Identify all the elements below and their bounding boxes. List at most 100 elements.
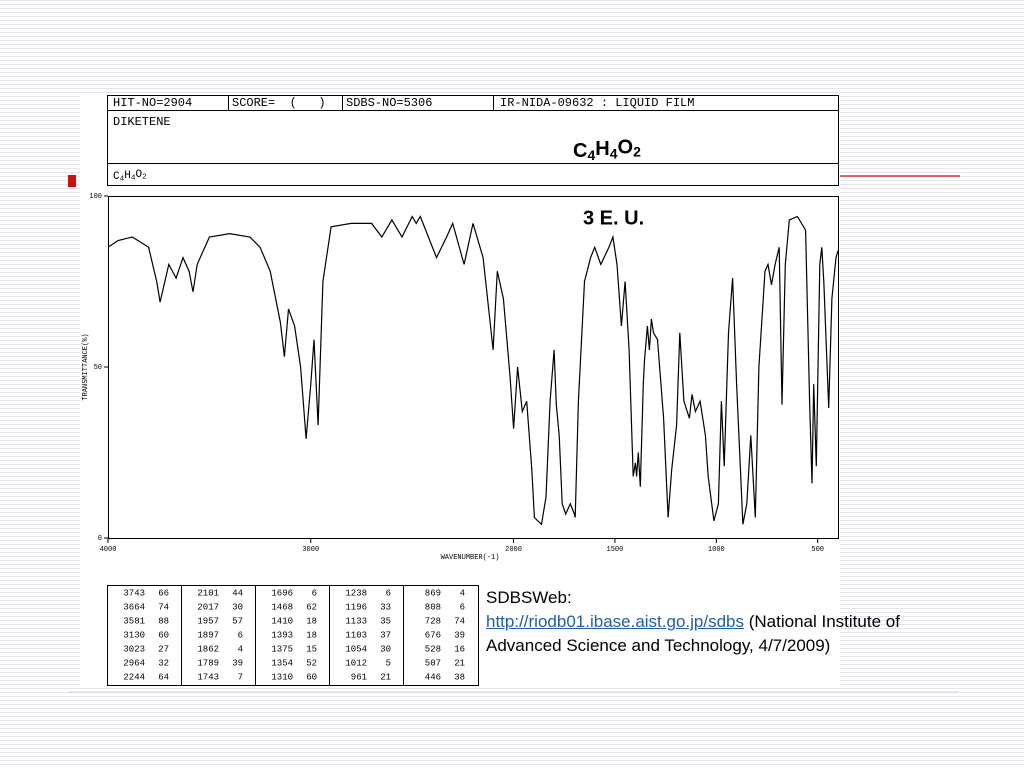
peak-transmittance: 62	[306, 602, 317, 612]
y-tick-label: 100	[89, 193, 102, 201]
table-frame	[107, 585, 479, 686]
peak-transmittance: 18	[306, 630, 317, 640]
peak-transmittance: 4	[238, 644, 243, 654]
hit-no: HIT-NO=2904	[113, 96, 192, 110]
peak-wavenumber: 869	[425, 588, 441, 598]
peak-wavenumber: 3581	[123, 616, 145, 626]
peak-transmittance: 4	[460, 588, 465, 598]
peak-transmittance: 5	[386, 658, 391, 668]
spectrum-line	[107, 215, 839, 526]
peak-wavenumber: 1354	[271, 658, 293, 668]
peak-wavenumber: 2964	[123, 658, 145, 668]
y-tick-label: 50	[94, 364, 102, 372]
y-axis-label: TRANSMITTANCE(%)	[82, 333, 90, 400]
peak-transmittance: 64	[158, 672, 169, 682]
peak-transmittance: 21	[454, 658, 465, 668]
x-tick-label: 500	[811, 546, 824, 554]
peak-transmittance: 74	[158, 602, 169, 612]
peak-wavenumber: 1054	[345, 644, 367, 654]
peak-transmittance: 27	[158, 644, 169, 654]
peak-wavenumber: 446	[425, 672, 441, 682]
peak-wavenumber: 1375	[271, 644, 293, 654]
peak-wavenumber: 808	[425, 602, 441, 612]
peak-wavenumber: 528	[425, 644, 441, 654]
peak-transmittance: 16	[454, 644, 465, 654]
score: SCORE= ( )	[232, 96, 326, 110]
header-formula: C4H4O2	[113, 169, 147, 183]
peak-transmittance: 30	[232, 602, 243, 612]
peak-transmittance: 6	[460, 602, 465, 612]
peak-wavenumber: 2017	[197, 602, 219, 612]
peak-wavenumber: 2101	[197, 588, 219, 598]
bullet	[68, 175, 76, 187]
peak-transmittance: 33	[380, 602, 391, 612]
peak-transmittance: 35	[380, 616, 391, 626]
peak-transmittance: 6	[238, 630, 243, 640]
peak-wavenumber: 1696	[271, 588, 293, 598]
peak-wavenumber: 1238	[345, 588, 367, 598]
peak-transmittance: 7	[238, 672, 243, 682]
peak-transmittance: 18	[306, 616, 317, 626]
plot-frame	[108, 196, 839, 539]
citation-link[interactable]: http://riodb01.ibase.aist.go.jp/sdbs	[486, 612, 744, 631]
peak-transmittance: 44	[232, 588, 243, 598]
unsaturation: 3 E. U.	[583, 207, 644, 229]
peak-transmittance: 60	[306, 672, 317, 682]
peak-wavenumber: 1468	[271, 602, 293, 612]
peak-wavenumber: 507	[425, 658, 441, 668]
peak-transmittance: 30	[380, 644, 391, 654]
peak-transmittance: 52	[306, 658, 317, 668]
peak-transmittance: 88	[158, 616, 169, 626]
x-tick-label: 4000	[100, 546, 117, 554]
method: IR-NIDA-09632 : LIQUID FILM	[500, 96, 694, 110]
peak-transmittance: 39	[454, 630, 465, 640]
peak-wavenumber: 1897	[197, 630, 219, 640]
peak-wavenumber: 3023	[123, 644, 145, 654]
peak-wavenumber: 1310	[271, 672, 293, 682]
peak-transmittance: 37	[380, 630, 391, 640]
peak-wavenumber: 1012	[345, 658, 367, 668]
peak-transmittance: 60	[158, 630, 169, 640]
peak-wavenumber: 676	[425, 630, 441, 640]
peak-wavenumber: 1410	[271, 616, 293, 626]
compound: DIKETENE	[113, 115, 171, 129]
peak-wavenumber: 1133	[345, 616, 367, 626]
sdbs-no: SDBS-NO=5306	[346, 96, 432, 110]
peak-transmittance: 6	[312, 588, 317, 598]
peak-wavenumber: 961	[351, 672, 367, 682]
citation-note: (National Institute of Advanced Science …	[486, 612, 900, 655]
peak-wavenumber: 728	[425, 616, 441, 626]
peak-transmittance: 74	[454, 616, 465, 626]
peak-wavenumber: 3130	[123, 630, 145, 640]
peak-wavenumber: 1957	[197, 616, 219, 626]
peak-wavenumber: 3664	[123, 602, 145, 612]
peak-wavenumber: 3743	[123, 588, 145, 598]
peak-wavenumber: 2244	[123, 672, 145, 682]
peak-transmittance: 21	[380, 672, 391, 682]
peak-wavenumber: 1196	[345, 602, 367, 612]
peak-wavenumber: 1393	[271, 630, 293, 640]
x-tick-label: 1500	[607, 546, 624, 554]
peak-transmittance: 6	[386, 588, 391, 598]
peak-transmittance: 57	[232, 616, 243, 626]
peak-wavenumber: 1789	[197, 658, 219, 668]
x-tick-label: 1000	[708, 546, 725, 554]
x-tick-label: 3000	[302, 546, 319, 554]
citation: SDBSWeb: http://riodb01.ibase.aist.go.jp…	[486, 586, 966, 658]
peak-transmittance: 66	[158, 588, 169, 598]
citation-box: SDBSWeb: http://riodb01.ibase.aist.go.jp…	[486, 586, 966, 658]
header-box	[107, 95, 839, 186]
peak-wavenumber: 1743	[197, 672, 219, 682]
y-tick-label: 0	[98, 535, 102, 543]
spectrum-image	[80, 95, 840, 687]
formula: C4H4O2	[573, 137, 641, 163]
citation-source: SDBSWeb:	[486, 588, 572, 607]
peak-wavenumber: 1103	[345, 630, 367, 640]
peak-transmittance: 38	[454, 672, 465, 682]
peak-transmittance: 39	[232, 658, 243, 668]
x-axis-label: WAVENUMBER(-1)	[441, 554, 500, 562]
x-tick-label: 2000	[505, 546, 522, 554]
